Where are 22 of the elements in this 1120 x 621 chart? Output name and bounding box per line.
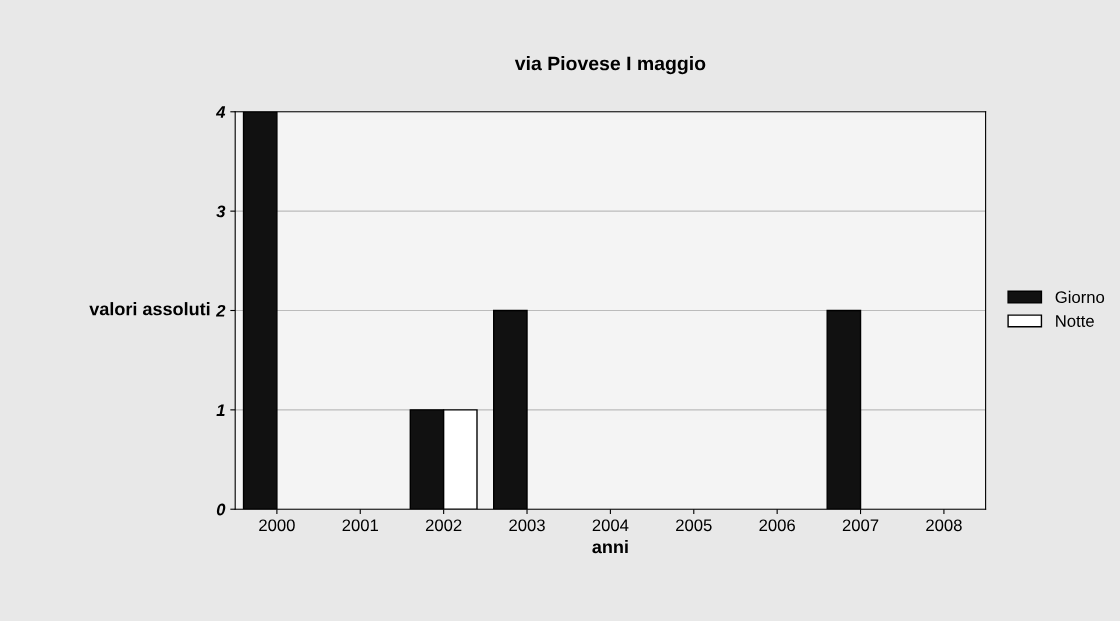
y-tick-label: 4 bbox=[215, 106, 226, 118]
y-tick-label: 3 bbox=[216, 205, 226, 218]
x-tick-label: 2000 bbox=[259, 519, 295, 532]
x-tick-label: 2008 bbox=[926, 519, 962, 532]
chart-title: via Piovese I maggio bbox=[514, 56, 706, 75]
bar bbox=[492, 309, 528, 510]
x-tick-label: 2005 bbox=[676, 519, 712, 532]
y-tick-label: 1 bbox=[216, 404, 225, 416]
x-tick-label: 2001 bbox=[342, 519, 378, 532]
y-tick-label: 2 bbox=[215, 304, 226, 317]
y-tick-label: 0 bbox=[216, 503, 226, 516]
x-tick-label: 2003 bbox=[509, 519, 545, 532]
x-tick-label: 2002 bbox=[425, 519, 462, 532]
bar bbox=[826, 309, 862, 510]
x-axis-title: anni bbox=[592, 540, 628, 554]
bar bbox=[242, 111, 278, 510]
y-axis-title: valori assoluti bbox=[89, 302, 210, 316]
legend-label: Notte bbox=[1056, 315, 1094, 327]
x-tick-label: 2006 bbox=[759, 519, 795, 532]
x-tick-label: 2007 bbox=[842, 519, 879, 532]
legend-label: Giorno bbox=[1055, 290, 1105, 304]
x-tick-label: 2004 bbox=[592, 519, 629, 532]
